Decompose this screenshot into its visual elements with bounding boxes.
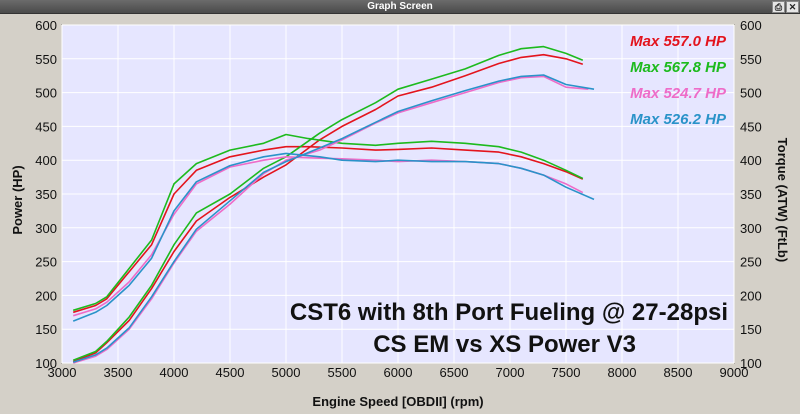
x-tick-label: 4500 (216, 365, 245, 380)
y-tick-label: 300 (35, 221, 57, 236)
y-tick-label: 200 (35, 288, 57, 303)
y-tick-label: 500 (35, 86, 57, 101)
x-tick-label: 5500 (328, 365, 357, 380)
y2-axis-ticks: 100 150 200 250 300 350 400 450 500 550 600 (740, 18, 762, 371)
y2-tick-label: 450 (740, 119, 762, 134)
x-axis-label: Engine Speed [OBDII] (rpm) (312, 394, 483, 409)
x-tick-label: 5000 (272, 365, 301, 380)
y-tick-label: 550 (35, 52, 57, 67)
torque-line-1 (72, 145, 584, 314)
printer-icon[interactable]: ⎙ (772, 1, 785, 13)
y2-tick-label: 550 (740, 52, 762, 67)
power-line-3 (72, 75, 589, 364)
y-tick-label: 150 (35, 322, 57, 337)
x-tick-label: 6000 (384, 365, 413, 380)
y-tick-label: 450 (35, 119, 57, 134)
y2-tick-label: 200 (740, 288, 762, 303)
y2-tick-label: 500 (740, 86, 762, 101)
torque-line-2 (72, 133, 584, 312)
window-titlebar: Graph Screen ⎙ ✕ (0, 0, 800, 14)
window-title: Graph Screen (367, 1, 433, 12)
y2-tick-label: 350 (740, 187, 762, 202)
y-tick-label: 600 (35, 18, 57, 33)
x-tick-label: 3500 (104, 365, 133, 380)
y-tick-label: 100 (35, 356, 57, 371)
close-icon[interactable]: ✕ (786, 1, 799, 13)
y-axis-label: Power (HP) (10, 165, 25, 234)
legend-entry-2: Max 567.8 HP (630, 59, 727, 76)
y-tick-label: 350 (35, 187, 57, 202)
power-line-2 (72, 45, 584, 362)
x-tick-label: 7500 (552, 365, 581, 380)
y-tick-label: 250 (35, 255, 57, 270)
x-tick-label: 6500 (440, 365, 469, 380)
legend-entry-4: Max 526.2 HP (630, 111, 727, 128)
x-tick-label: 8500 (664, 365, 693, 380)
annotation-line-2: CS EM vs XS Power V3 (373, 331, 636, 358)
y2-tick-label: 250 (740, 255, 762, 270)
power-line-4 (72, 74, 595, 364)
y2-tick-label: 100 (740, 356, 762, 371)
legend-entry-1: Max 557.0 HP (630, 33, 727, 50)
y-tick-label: 400 (35, 153, 57, 168)
torque-line-4 (72, 152, 595, 322)
x-tick-label: 4000 (160, 365, 189, 380)
y2-tick-label: 150 (740, 322, 762, 337)
x-tick-label: 8000 (608, 365, 637, 380)
y2-tick-label: 600 (740, 18, 762, 33)
y2-tick-label: 400 (740, 153, 762, 168)
legend: Max 557.0 HP Max 567.8 HP Max 524.7 HP Max … (630, 33, 727, 128)
x-tick-label: 9000 (720, 365, 749, 380)
y2-tick-label: 300 (740, 221, 762, 236)
x-tick-label: 7000 (496, 365, 525, 380)
series-group (72, 45, 595, 364)
y2-axis-label: Torque (ATW) (FtLb) (775, 138, 790, 262)
x-axis-ticks: 3000 3500 4000 4500 5000 5500 6000 6500 7000 7500… (48, 365, 749, 380)
legend-entry-3: Max 524.7 HP (630, 85, 727, 102)
grid-lines (61, 24, 735, 364)
x-tick-label: 3000 (48, 365, 77, 380)
y-axis-ticks: 100 150 200 250 300 350 400 450 500 550 600 (35, 18, 57, 371)
annotation-line-1: CST6 with 8th Port Fueling @ 27-28psi (290, 299, 728, 326)
